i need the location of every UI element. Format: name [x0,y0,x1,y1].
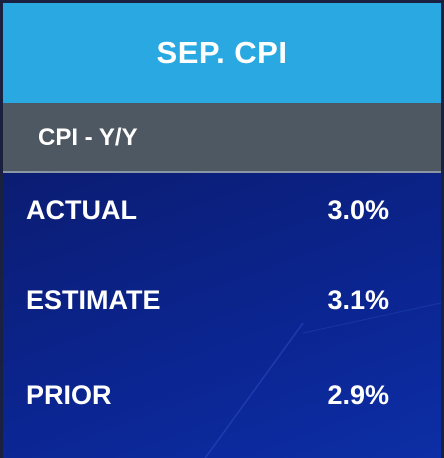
subheader: CPI - Y/Y [3,103,441,173]
row-value: 2.9% [327,380,389,410]
row-label: ESTIMATE [26,285,161,315]
row-value: 3.1% [327,285,389,315]
row-value: 3.0% [327,195,389,225]
data-row: ACTUAL 3.0% [3,190,441,230]
card-body: ACTUAL 3.0% ESTIMATE 3.1% PRIOR 2.9% [3,173,441,458]
data-row: ESTIMATE 3.1% [3,280,441,320]
header-title: SEP. CPI [156,35,288,70]
subheader-title: CPI - Y/Y [38,124,138,151]
row-label: ACTUAL [26,195,137,225]
header: SEP. CPI [3,3,441,103]
decor-line [204,322,304,458]
row-label: PRIOR [26,380,112,410]
background-decoration [204,302,441,458]
decor-line [302,302,441,334]
data-row: PRIOR 2.9% [3,375,441,415]
